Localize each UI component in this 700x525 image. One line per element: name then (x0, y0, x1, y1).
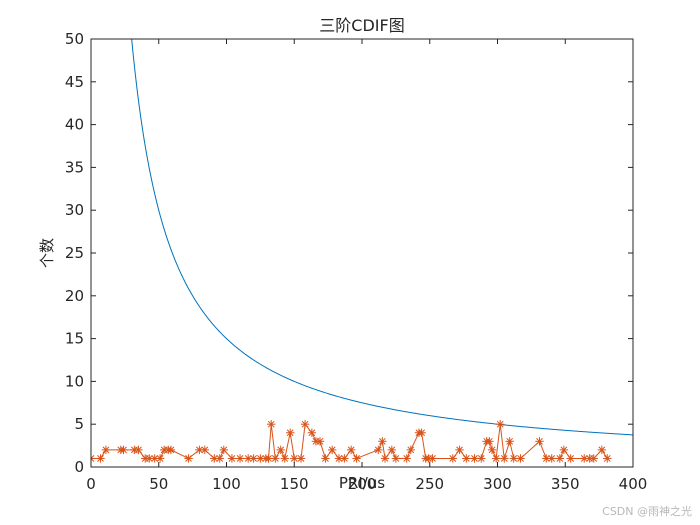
count-point (542, 454, 551, 463)
count-point (200, 445, 210, 455)
count-point (300, 420, 310, 429)
y-tick-label: 10 (65, 372, 84, 390)
count-point (271, 454, 280, 463)
count-point (267, 420, 276, 429)
count-point (166, 445, 176, 455)
count-point (477, 454, 486, 463)
count-point (280, 454, 289, 463)
y-tick-label: 40 (65, 116, 84, 134)
count-point (378, 437, 387, 446)
count-point (101, 445, 111, 455)
count-point (406, 445, 415, 455)
y-tick-label: 35 (65, 158, 84, 176)
count-point (500, 454, 509, 463)
count-point (491, 454, 501, 463)
count-point (516, 454, 525, 463)
count-point (535, 437, 544, 446)
count-point (96, 454, 105, 463)
plot-marks (91, 39, 633, 463)
x-tick-label: 300 (483, 475, 512, 493)
count-point (470, 454, 479, 463)
y-tick-label: 15 (65, 330, 84, 348)
count-point (119, 445, 128, 455)
x-tick-label: 350 (551, 475, 580, 493)
count-point (380, 454, 390, 463)
count-point (315, 437, 325, 446)
count-point (603, 454, 612, 463)
count-point (566, 454, 575, 463)
count-point (559, 445, 569, 455)
count-point (428, 454, 437, 463)
y-tick-label: 0 (74, 458, 84, 476)
count-point (327, 445, 337, 455)
count-point (346, 445, 356, 455)
x-tick-label: 400 (619, 475, 648, 493)
watermark-text: CSDN @雨神之光 (602, 505, 692, 518)
count-point (352, 454, 361, 463)
count-point (417, 428, 426, 437)
series-counts (91, 420, 612, 463)
y-tick-label: 25 (65, 244, 84, 262)
x-axis-label: PRI/us (339, 474, 385, 492)
count-point (219, 445, 228, 455)
count-point (487, 445, 497, 455)
series-threshold-curve (131, 39, 633, 436)
count-point (547, 454, 556, 463)
count-point (210, 454, 219, 463)
count-point (589, 454, 598, 463)
count-point (374, 445, 383, 455)
count-point (264, 454, 273, 463)
y-tick-label: 45 (65, 73, 84, 91)
count-point (184, 454, 193, 463)
y-tick-label: 5 (74, 415, 84, 433)
count-point (402, 454, 411, 463)
count-point (285, 428, 295, 437)
count-point (215, 454, 224, 463)
x-tick-label: 150 (280, 475, 309, 493)
count-point (134, 445, 143, 455)
x-tick-label: 50 (149, 475, 168, 493)
y-tick-label: 20 (65, 287, 84, 305)
count-point (227, 454, 237, 463)
x-tick-label: 250 (415, 475, 444, 493)
x-tick-label: 0 (86, 475, 96, 493)
count-point (296, 454, 306, 463)
count-point (505, 437, 514, 446)
x-tick-label: 100 (212, 475, 241, 493)
axes: 0 50 100 150 200 250 300 350 400 0 5 10 15 20 25 30 35 40… (65, 30, 647, 493)
count-point (391, 454, 401, 463)
count-point (496, 420, 505, 429)
x-tick-label: 200 (348, 475, 377, 493)
y-axis-label: 个数 (38, 238, 56, 268)
count-point (340, 454, 349, 463)
y-tick-label: 50 (65, 30, 84, 48)
count-point (387, 445, 397, 455)
plot-background (91, 39, 633, 467)
count-point (321, 454, 330, 463)
count-point (485, 437, 494, 446)
count-point (448, 454, 457, 463)
count-point (155, 454, 165, 463)
count-point (307, 428, 317, 437)
chart-title: 三阶CDIF图 (319, 16, 404, 35)
threshold-curve-line (131, 39, 633, 436)
count-point (276, 445, 285, 455)
y-tick-label: 30 (65, 201, 84, 219)
count-point (91, 454, 96, 463)
count-point (555, 454, 565, 463)
count-point (597, 445, 607, 455)
count-point (235, 454, 245, 463)
count-point (462, 454, 471, 463)
count-point (455, 445, 464, 455)
